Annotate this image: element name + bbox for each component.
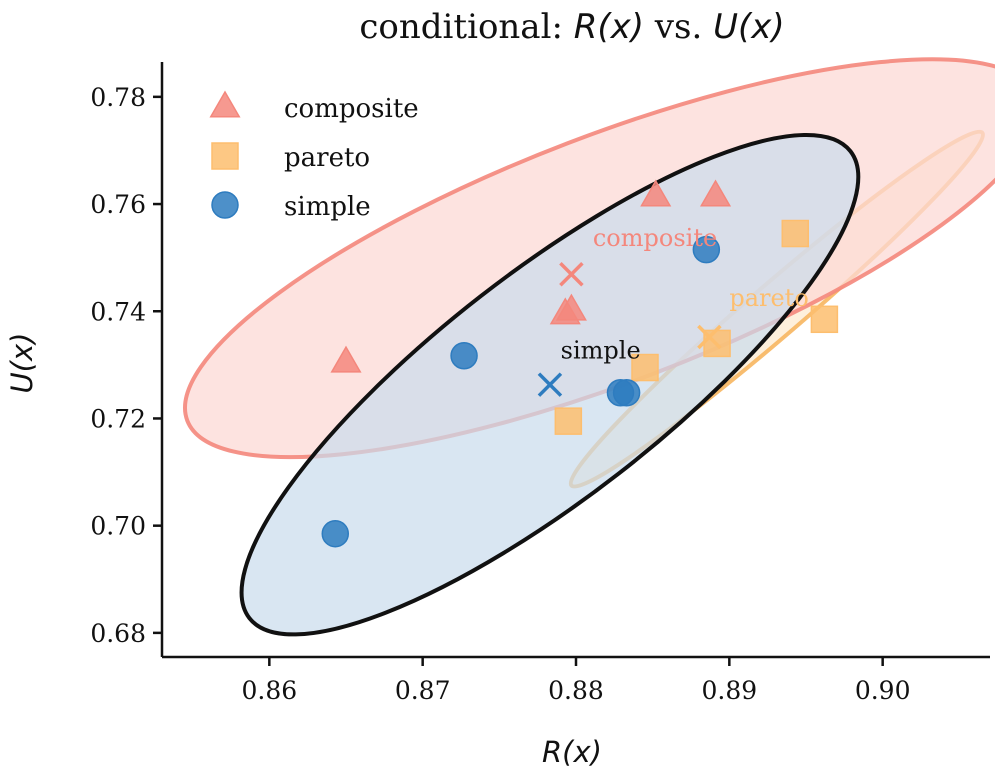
y-tick-label: 0.78 [90,83,146,112]
y-axis-label: U(x) [5,332,39,393]
point-composite [699,179,732,207]
legend: composite pareto simple [209,90,419,222]
point-composite [640,179,672,207]
annotation-pareto: pareto [729,284,808,312]
legend-marker-pareto [211,142,239,170]
mean-markers [537,262,722,397]
mean-marker-simple [537,372,563,397]
chart-title-y-symbol: U(x) [713,7,785,47]
axes: 0.86 0.87 0.88 0.89 0.90 0.68 0.70 0.72 0.74 0.7… [90,62,990,705]
point-composite [330,345,362,373]
x-tick-label: 0.87 [395,676,451,705]
series-annotations: composite pareto simple [561,224,809,365]
legend-label-simple: simple [284,192,371,222]
chart-title: conditional: R(x) vs. U(x) [359,7,784,47]
legend-label-composite: composite [284,94,419,124]
chart-title-prefix: conditional: [359,7,573,47]
legend-item-composite: composite [209,90,419,124]
point-pareto [781,219,810,248]
x-axis-label: R(x) [542,735,602,769]
x-tick-label: 0.90 [855,676,911,705]
point-simple [692,235,721,264]
legend-item-simple: simple [211,191,371,222]
legend-marker-composite [209,90,241,118]
x-tick-label: 0.86 [241,676,297,705]
y-tick-label: 0.72 [90,404,146,433]
x-tick-label: 0.88 [548,676,604,705]
mean-marker-composite [559,262,584,287]
x-tick-label: 0.89 [701,676,757,705]
chart-title-x-symbol: R(x) [574,7,644,47]
point-pareto [810,305,839,334]
point-simple [612,378,641,407]
y-tick-label: 0.74 [90,297,146,326]
point-composite [555,293,587,321]
mean-marker-pareto [697,324,722,350]
x-axis-ticks: 0.86 0.87 0.88 0.89 0.90 [241,657,911,705]
point-simple [321,519,350,548]
legend-label-pareto: pareto [284,143,370,173]
y-tick-label: 0.68 [90,619,146,648]
y-axis-ticks: 0.68 0.70 0.72 0.74 0.76 0.78 [90,83,162,648]
data-points [321,179,839,548]
y-tick-label: 0.76 [90,190,146,219]
point-pareto [554,407,583,435]
annotation-simple: simple [561,336,641,364]
chart-title-middle: vs. [644,7,713,47]
legend-marker-simple [211,191,239,219]
legend-item-pareto: pareto [211,142,370,173]
annotation-composite: composite [593,224,717,252]
point-pareto [631,353,659,382]
point-simple [450,341,478,370]
y-tick-label: 0.70 [90,512,146,541]
